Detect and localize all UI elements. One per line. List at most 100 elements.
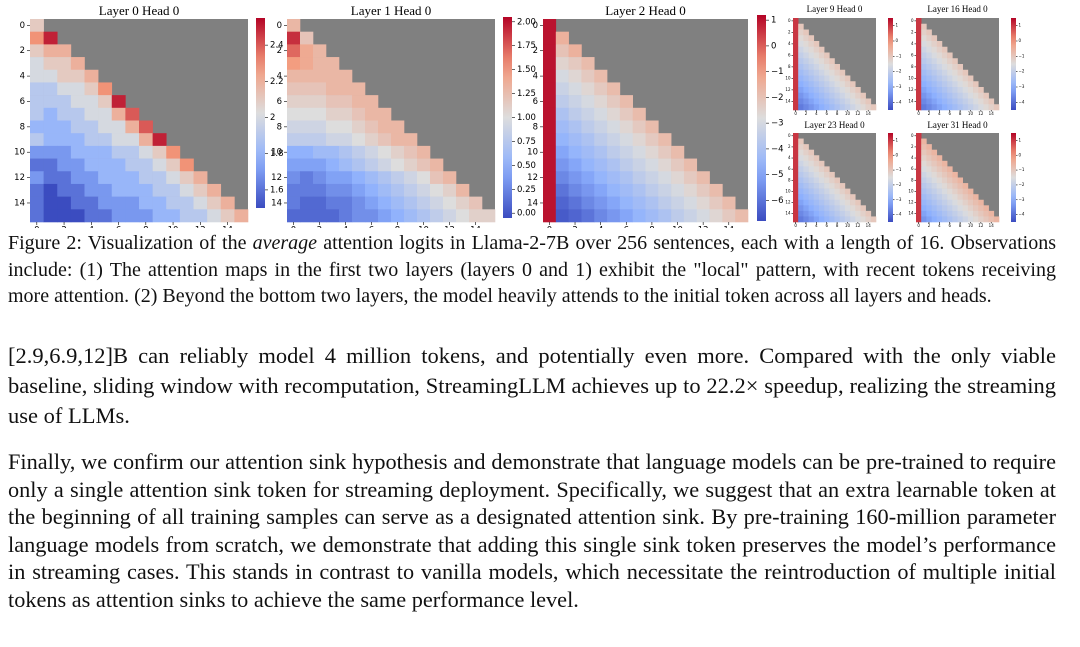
heatmap-cell: [855, 92, 861, 99]
heatmap-cell: [300, 95, 314, 109]
heatmap-cell: [111, 158, 126, 172]
heatmap-cell: [926, 210, 932, 217]
heatmap-cell: [658, 196, 672, 210]
heatmap-cell: [921, 81, 927, 88]
heatmap-cell: [482, 209, 496, 223]
heatmap-cell: [926, 160, 932, 167]
y-tick-label: 8: [788, 177, 791, 182]
heatmap-cell: [607, 171, 621, 185]
heatmap-cell: [921, 41, 927, 48]
heatmap-cell: [417, 145, 431, 159]
heatmap-cell: [300, 183, 314, 197]
heatmap-cell: [936, 210, 943, 217]
heatmap-cell: [808, 58, 815, 65]
y-tick-label: 4: [277, 72, 282, 82]
heatmap-cell: [84, 196, 99, 210]
x-tick-label: 12: [855, 223, 861, 228]
heatmap-cell: [941, 104, 948, 111]
heatmap-cell: [855, 87, 861, 94]
heatmap-cell: [957, 104, 963, 111]
heatmap-cell: [326, 183, 340, 197]
heatmap-cell: [207, 196, 222, 210]
heatmap-cell: [824, 199, 830, 206]
heatmap-cell: [696, 183, 710, 197]
heatmap-cell: [921, 155, 927, 162]
heatmap-cell: [947, 58, 953, 65]
heatmap-cell: [430, 158, 444, 172]
y-tick-label: 14: [271, 198, 282, 208]
heatmap-cell: [813, 188, 820, 195]
x-tick-label: 12: [698, 226, 709, 229]
colorbar: [888, 133, 893, 222]
heatmap-cell: [57, 133, 72, 147]
heatmap-cell: [607, 95, 621, 109]
heatmap-cell: [829, 177, 835, 184]
y-tick-label: 8: [788, 64, 791, 69]
colorbar-tick-label: 1: [896, 137, 899, 142]
y-tick-label: 14: [14, 198, 25, 208]
heatmap-cell: [844, 205, 851, 212]
y-tick-label: 12: [908, 200, 914, 205]
heatmap-cell: [860, 210, 866, 217]
x-tick-label: 10: [672, 226, 683, 229]
heatmap-cell: [926, 177, 932, 184]
heatmap-cell: [936, 160, 943, 167]
heatmap-cell: [967, 87, 974, 94]
y-tick-label: 14: [908, 211, 914, 216]
heatmap-cell: [839, 183, 846, 189]
heatmap-cell: [844, 75, 851, 82]
heatmap-cell: [43, 44, 58, 58]
x-tick-label: 12: [855, 111, 861, 116]
heatmap-cell: [313, 95, 327, 109]
heatmap-cell: [30, 145, 44, 159]
heatmap-cell: [793, 58, 799, 65]
heatmap-cell: [931, 160, 938, 167]
heatmap-cell: [803, 144, 809, 150]
heatmap-cell: [952, 216, 958, 223]
x-tick-label: 6: [948, 111, 951, 116]
heatmap-cell: [793, 144, 799, 150]
colorbar-tick-label: −4: [1019, 212, 1025, 217]
heatmap-cell: [313, 107, 327, 121]
y-tick-label: 2: [911, 29, 914, 34]
heatmap-cell: [926, 46, 932, 53]
heatmap-cell: [957, 75, 963, 82]
paragraph: [2.9,6.9,12]B can reliably model 4 milli…: [8, 343, 1056, 428]
x-tick-label: 10: [168, 226, 179, 229]
heatmap-cell: [139, 183, 153, 197]
heatmap-cell: [619, 196, 633, 210]
heatmap-cell: [793, 46, 799, 53]
heatmap-cell: [844, 210, 851, 217]
heatmap-cell: [57, 82, 72, 96]
heatmap-cell: [818, 210, 825, 217]
heatmap-cell: [365, 145, 379, 159]
heatmap-cell: [84, 82, 99, 96]
heatmap-cell: [543, 107, 557, 121]
heatmap-cell: [555, 158, 569, 172]
heatmap-cell: [921, 87, 927, 94]
heatmap-cell: [850, 205, 856, 212]
heatmap-cell: [983, 98, 989, 105]
heatmap-cell: [619, 158, 633, 172]
heatmap-cell: [926, 29, 932, 36]
heatmap-cell: [287, 31, 301, 45]
heatmap-cell: [818, 199, 825, 206]
heatmap-cell: [300, 145, 314, 159]
heatmap-cell: [936, 64, 943, 71]
heatmap-cell: [456, 183, 470, 197]
heatmap-cell: [803, 210, 809, 217]
heatmap-cell: [30, 158, 44, 172]
colorbar-tick-label: 2.4: [270, 41, 284, 51]
heatmap-cell: [813, 69, 820, 76]
heatmap-cell: [818, 194, 825, 201]
x-tick-label: 14: [222, 226, 233, 229]
heatmap-cell: [818, 81, 825, 88]
heatmap-cell: [916, 98, 922, 105]
heatmap-cell: [962, 81, 969, 88]
heatmap-cell: [803, 98, 809, 105]
heatmap-cell: [365, 183, 379, 197]
heatmap-cell: [844, 81, 851, 88]
heatmap-cell: [43, 82, 58, 96]
heatmap-cell: [813, 46, 820, 53]
colorbar-tick-label: −4: [771, 144, 784, 154]
